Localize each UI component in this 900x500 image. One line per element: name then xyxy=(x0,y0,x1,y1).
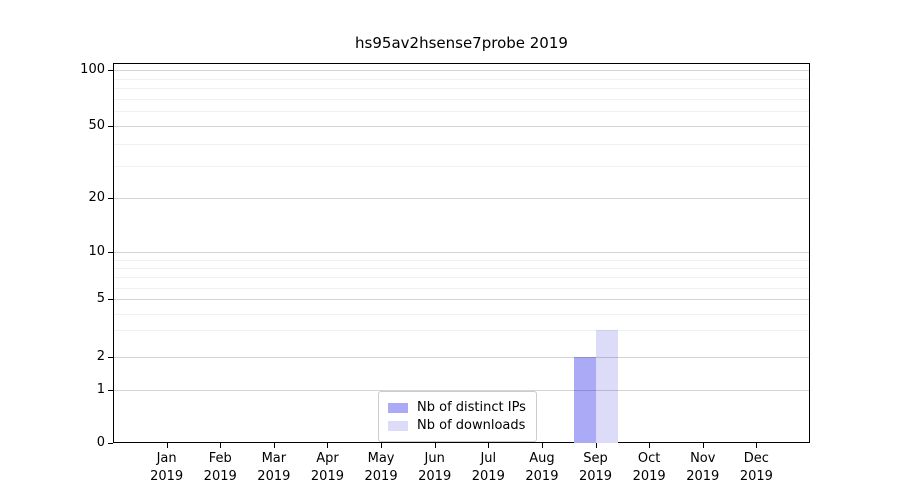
plot-area xyxy=(113,63,810,443)
major-gridline xyxy=(114,70,809,71)
minor-gridline xyxy=(114,78,809,80)
x-tick-label: Jun 2019 xyxy=(407,450,463,485)
minor-gridline xyxy=(114,143,809,145)
minor-gridline xyxy=(114,259,809,261)
minor-gridline xyxy=(114,277,809,278)
bar-downloads xyxy=(595,329,618,443)
major-gridline xyxy=(114,197,809,199)
y-tick-label: 1 xyxy=(96,382,105,397)
minor-gridline xyxy=(114,314,809,315)
x-tick-label: Dec 2019 xyxy=(728,450,784,485)
x-tick-month: Feb xyxy=(208,451,232,466)
legend-label-distinct-ips: Nb of distinct IPs xyxy=(417,400,526,415)
x-tick-year: 2019 xyxy=(364,468,398,484)
x-tick-mark xyxy=(702,443,704,448)
x-tick-label: Jul 2019 xyxy=(460,450,516,485)
x-tick-month: Jan xyxy=(156,451,177,466)
x-tick-year: 2019 xyxy=(203,468,237,484)
x-tick-year: 2019 xyxy=(310,468,344,484)
x-tick-year: 2019 xyxy=(257,468,291,484)
x-tick-label: Aug 2019 xyxy=(514,450,570,485)
x-tick-year: 2019 xyxy=(739,468,773,484)
minor-gridline xyxy=(114,166,809,167)
x-tick-mark xyxy=(166,443,168,448)
x-tick-mark xyxy=(595,443,597,448)
x-tick-year: 2019 xyxy=(418,468,452,484)
x-tick-year: 2019 xyxy=(632,468,666,484)
downloads-swatch-icon xyxy=(388,420,408,431)
x-tick-month: May xyxy=(367,451,395,466)
x-tick-label: Jan 2019 xyxy=(139,450,195,485)
y-tick-label: 100 xyxy=(80,62,105,77)
x-tick-mark xyxy=(327,443,329,448)
x-tick-mark xyxy=(541,443,543,448)
chart-title: hs95av2hsense7probe 2019 xyxy=(355,34,568,52)
bar-distinct-ips xyxy=(573,356,596,443)
minor-gridline xyxy=(114,268,809,269)
major-gridline xyxy=(114,299,809,301)
x-tick-label: May 2019 xyxy=(353,450,409,485)
major-gridline xyxy=(114,125,809,127)
legend-entry-distinct-ips: Nb of distinct IPs xyxy=(388,399,526,416)
minor-gridline xyxy=(114,111,809,113)
x-tick-mark xyxy=(381,443,383,448)
x-tick-year: 2019 xyxy=(686,468,720,484)
legend-label-downloads: Nb of downloads xyxy=(417,418,526,433)
x-tick-month: Apr xyxy=(316,451,339,466)
x-tick-mark xyxy=(649,443,651,448)
x-tick-month: Nov xyxy=(690,451,716,466)
x-tick-label: Mar 2019 xyxy=(246,450,302,485)
minor-gridline xyxy=(114,329,809,331)
x-tick-year: 2019 xyxy=(150,468,184,484)
x-tick-label: Apr 2019 xyxy=(299,450,355,485)
x-tick-label: Feb 2019 xyxy=(192,450,248,485)
major-gridline xyxy=(114,356,809,358)
legend: Nb of distinct IPs Nb of downloads xyxy=(378,391,537,442)
x-tick-year: 2019 xyxy=(471,468,505,484)
x-tick-year: 2019 xyxy=(578,468,613,484)
x-tick-month: Dec xyxy=(743,451,769,466)
y-tick-mark xyxy=(108,70,113,71)
x-tick-month: Jul xyxy=(480,451,497,466)
minor-gridline xyxy=(114,88,809,89)
x-tick-year: 2019 xyxy=(525,468,559,484)
x-tick-mark xyxy=(434,443,436,448)
x-tick-label: Oct 2019 xyxy=(621,450,677,485)
x-tick-month: Sep xyxy=(583,451,608,466)
minor-gridline xyxy=(114,99,809,100)
major-gridline xyxy=(114,390,809,391)
x-tick-month: Aug xyxy=(529,451,555,466)
x-tick-mark xyxy=(220,443,222,448)
y-tick-label: 5 xyxy=(96,291,105,307)
y-tick-mark xyxy=(108,125,113,127)
legend-entry-downloads: Nb of downloads xyxy=(388,417,526,434)
x-tick-mark xyxy=(273,443,275,448)
x-tick-mark xyxy=(488,443,490,448)
y-tick-mark xyxy=(108,390,113,391)
x-tick-mark xyxy=(756,443,758,448)
x-tick-label: Sep 2019 xyxy=(568,450,624,485)
y-tick-mark xyxy=(108,197,113,199)
y-tick-mark xyxy=(108,443,113,444)
y-tick-label: 10 xyxy=(88,243,105,259)
distinct-ips-swatch-icon xyxy=(388,402,408,413)
y-tick-mark xyxy=(108,299,113,301)
y-tick-mark xyxy=(108,251,113,253)
x-tick-label: Nov 2019 xyxy=(675,450,731,485)
y-tick-label: 20 xyxy=(88,189,105,205)
x-tick-month: Mar xyxy=(261,451,287,466)
y-tick-label: 2 xyxy=(96,348,105,364)
x-tick-month: Jun xyxy=(424,451,445,466)
major-gridline xyxy=(114,251,809,253)
y-tick-mark xyxy=(108,356,113,358)
y-tick-label: 50 xyxy=(88,117,105,133)
y-tick-label: 0 xyxy=(96,435,105,450)
minor-gridline xyxy=(114,287,809,289)
x-tick-month: Oct xyxy=(637,451,661,466)
